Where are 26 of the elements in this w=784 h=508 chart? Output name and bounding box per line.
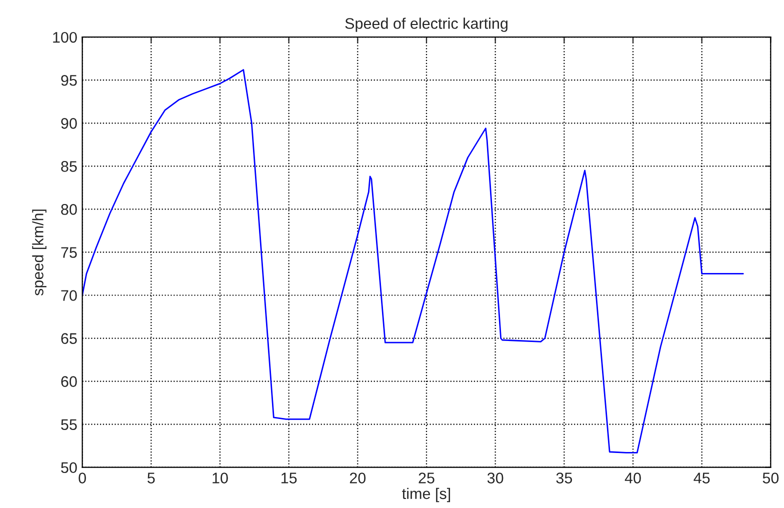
- x-tick-label: 10: [212, 472, 228, 484]
- y-axis-title: speed [km/h]: [32, 210, 46, 296]
- x-tick-label: 20: [350, 472, 366, 484]
- y-tick-label: 75: [61, 247, 77, 258]
- line-series: [82, 69, 744, 454]
- y-tick-label: 55: [61, 419, 77, 430]
- x-tick-label: 30: [487, 472, 504, 484]
- x-tick-label: 40: [624, 472, 641, 484]
- y-tick-label: 95: [61, 74, 77, 86]
- chart-title: Speed of electric karting: [345, 18, 508, 32]
- y-tick-label: 90: [61, 118, 77, 129]
- x-tick-label: 5: [148, 472, 155, 484]
- y-tick-label: 65: [61, 333, 77, 344]
- x-tick-label: 25: [418, 472, 434, 484]
- y-tick-label: 100: [53, 32, 77, 43]
- y-tick-label: 50: [61, 462, 77, 474]
- x-tick-label: 35: [556, 472, 572, 484]
- x-tick-label: 15: [281, 472, 297, 484]
- y-tick-label: 80: [61, 204, 77, 215]
- x-axis-title: time [s]: [402, 488, 450, 502]
- x-tick-label: 0: [78, 472, 86, 484]
- x-tick-label: 50: [762, 472, 779, 484]
- y-tick-label: 85: [61, 161, 77, 172]
- y-tick-label: 70: [61, 290, 77, 301]
- x-tick-label: 45: [694, 472, 710, 484]
- y-tick-label: 60: [61, 376, 77, 387]
